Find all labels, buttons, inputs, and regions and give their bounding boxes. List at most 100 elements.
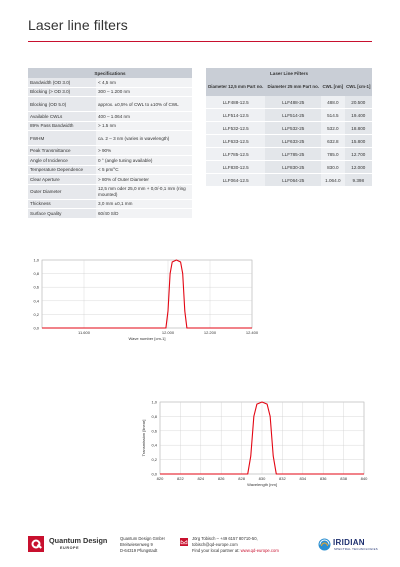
spec-row: Clear Aperture > 80% of Outer Diameter <box>28 174 192 185</box>
llf-cell-d: 19.400 <box>344 108 372 122</box>
llf-cell-c: 1.064.0 <box>321 173 345 187</box>
y-tick-label: 0,4 <box>33 298 39 303</box>
spec-key: Peak Transmittance <box>28 145 96 156</box>
y-tick-label: 0,4 <box>151 443 157 448</box>
website-link[interactable]: www.qd-europe.com <box>240 548 279 553</box>
x-tick-label: 830 <box>259 476 266 481</box>
spec-key: Outer Diameter <box>28 184 96 200</box>
spec-value: 0 ° (angle tuning available) <box>96 155 192 166</box>
spec-row: FWHM ca. 2 – 3 nm (varies in wavelength) <box>28 130 192 147</box>
spec-value: 400 – 1.064 nm <box>96 111 192 122</box>
llf-row: LLF532-12.5 LLF532-25 532.0 18.800 <box>206 121 372 135</box>
llf-row: LLF514-12.5 LLF514-25 514.5 19.400 <box>206 108 372 122</box>
spec-value: > 1.5 nm <box>96 121 192 132</box>
transmission-linear-chart: 0,0 0,2 0,4 0,6 0,8 1,0 820 822 824 826 828 830 832 8… <box>141 400 368 488</box>
spec-key: 89% Pass Bandwidth <box>28 121 96 132</box>
quantum-design-logo-icon <box>28 536 44 552</box>
llf-cell-a: LLF064-12.5 <box>206 173 266 187</box>
specifications-table: Specifications Bandwidth (OD 3.0) < 4,5 n… <box>28 68 192 219</box>
spec-key: Temperature Dependence <box>28 165 96 176</box>
x-tick-label: 822 <box>177 476 184 481</box>
llf-cell-b: LLF064-25 <box>265 173 322 187</box>
spec-row: Available CWLs 400 – 1.064 nm <box>28 111 192 122</box>
spec-row: Blocking (OD 5.0) approx. ±0,5% of CWL to… <box>28 96 192 113</box>
x-tick-label: 836 <box>320 476 327 481</box>
llf-cell-a: LLF633-12.5 <box>206 134 266 148</box>
llf-cell-a: LLF785-12.5 <box>206 147 266 161</box>
spec-value: > 90% <box>96 145 192 156</box>
series-line <box>42 259 252 329</box>
llf-cell-b: LLF532-25 <box>265 121 322 135</box>
contact-partner-line: Find your local partner at: www.qd-europ… <box>192 548 279 554</box>
partner-name: IRIDIAN <box>333 538 365 547</box>
y-tick-label: 0,8 <box>151 414 157 419</box>
llf-cell-a: LLF514-12.5 <box>206 108 266 122</box>
plot-area <box>41 259 253 329</box>
x-axis-label: Wave number [cm-1] <box>129 336 166 341</box>
address-line-2: Breitwiesenweg 9 <box>120 542 153 547</box>
spec-row: Angle of Incidence 0 ° (angle tuning avai… <box>28 155 192 166</box>
company-address: Quantum Design GmbH Breitwiesenweg 9 D-6… <box>120 536 165 554</box>
y-tick-label: 0,2 <box>33 312 39 317</box>
spec-header: Specifications <box>28 68 192 78</box>
spec-value: > 80% of Outer Diameter <box>96 174 192 185</box>
x-tick-label: 828 <box>238 476 245 481</box>
spec-value: < 5 pm/°C <box>96 165 192 176</box>
spec-key: FWHM <box>28 130 96 147</box>
series-line <box>160 401 364 475</box>
spec-row: Bandwidth (OD 3.0) < 4,5 nm <box>28 78 192 88</box>
partner-tagline: SPECTRAL TECHNOLOGIES <box>334 547 378 551</box>
spec-row: Peak Transmittance > 90% <box>28 145 192 156</box>
contact-icon <box>180 538 188 546</box>
spec-value: ca. 2 – 3 nm (varies in wavelength) <box>96 130 192 147</box>
spec-row: Surface Quality 60/40 S/D <box>28 208 192 219</box>
title-divider <box>28 41 372 42</box>
llf-cell-c: 488.0 <box>321 96 345 109</box>
contact-email-link[interactable]: tobisch@qd-europe.com <box>192 542 238 547</box>
x-axis-label: Wavelength [nm] <box>247 482 277 487</box>
llf-cell-a: LLF488-12.5 <box>206 96 266 109</box>
llf-row: LLF633-12.5 LLF633-25 632.8 15.800 <box>206 134 372 148</box>
spec-key: Clear Aperture <box>28 174 96 185</box>
llf-cell-b: LLF785-25 <box>265 147 322 161</box>
llf-cell-a: LLF532-12.5 <box>206 121 266 135</box>
llf-col-diameter-25: Diameter 25 mm Part no. <box>265 78 322 96</box>
llf-cell-c: 830.0 <box>321 160 345 174</box>
spec-key: Blocking (OD 5.0) <box>28 96 96 113</box>
y-tick-label: 1,0 <box>33 258 39 263</box>
spec-row: Blocking (> OD 3.0) 300 – 1.200 nm <box>28 87 192 98</box>
llf-cell-c: 785.0 <box>321 147 345 161</box>
transmission-od-chart: 0,0 0,2 0,4 0,6 0,8 1,0 11.600 12.000 12.200 12.4… <box>33 258 258 342</box>
x-tick-label: 838 <box>340 476 347 481</box>
llf-cell-a: LLF830-12.5 <box>206 160 266 174</box>
llf-row: LLF785-12.5 LLF785-25 785.0 12.700 <box>206 147 372 161</box>
x-tick-label: 824 <box>197 476 204 481</box>
spec-value: 12,5 mm oder 25,0 mm + 0,0/-0,1 mm (ring… <box>96 184 192 200</box>
spec-key: Thickness <box>28 199 96 210</box>
llf-col-cwl-nm: CWL [nm] <box>321 78 345 96</box>
x-tick-label: 12.200 <box>204 330 217 335</box>
spec-key: Available CWLs <box>28 111 96 122</box>
x-tick-label: 12.000 <box>162 330 175 335</box>
llf-cell-d: 9.398 <box>344 173 372 187</box>
llf-cell-d: 18.800 <box>344 121 372 135</box>
contact-phone: Jörg Tobisch – +49 6157 80710-50, <box>192 536 258 541</box>
x-tick-label: 840 <box>361 476 368 481</box>
llf-row: LLF488-12.5 LLF488-25 488.0 20.500 <box>206 96 372 109</box>
spec-value: 60/40 S/D <box>96 208 192 219</box>
partner-prefix: Find your local partner at: <box>192 548 240 553</box>
contact-info: Jörg Tobisch – +49 6157 80710-50, tobisc… <box>192 536 279 554</box>
spec-key: Angle of Incidence <box>28 155 96 166</box>
y-tick-label: 0,8 <box>33 271 39 276</box>
llf-cell-b: LLF488-25 <box>265 96 322 109</box>
y-axis-label: Transmission [linear] <box>141 420 146 457</box>
spec-key: Blocking (> OD 3.0) <box>28 87 96 98</box>
llf-cell-d: 20.500 <box>344 96 372 109</box>
llf-col-diameter-12: Diameter 12,5 mm Part no. <box>206 78 266 96</box>
spec-value: approx. ±0,5% of CWL to ±10% of CWL <box>96 96 192 113</box>
llf-cell-b: LLF830-25 <box>265 160 322 174</box>
x-tick-label: 11.600 <box>78 330 91 335</box>
x-tick-label: 832 <box>279 476 286 481</box>
brand-name: Quantum Design <box>49 536 108 545</box>
llf-header: Laser Line Filters <box>206 68 372 78</box>
